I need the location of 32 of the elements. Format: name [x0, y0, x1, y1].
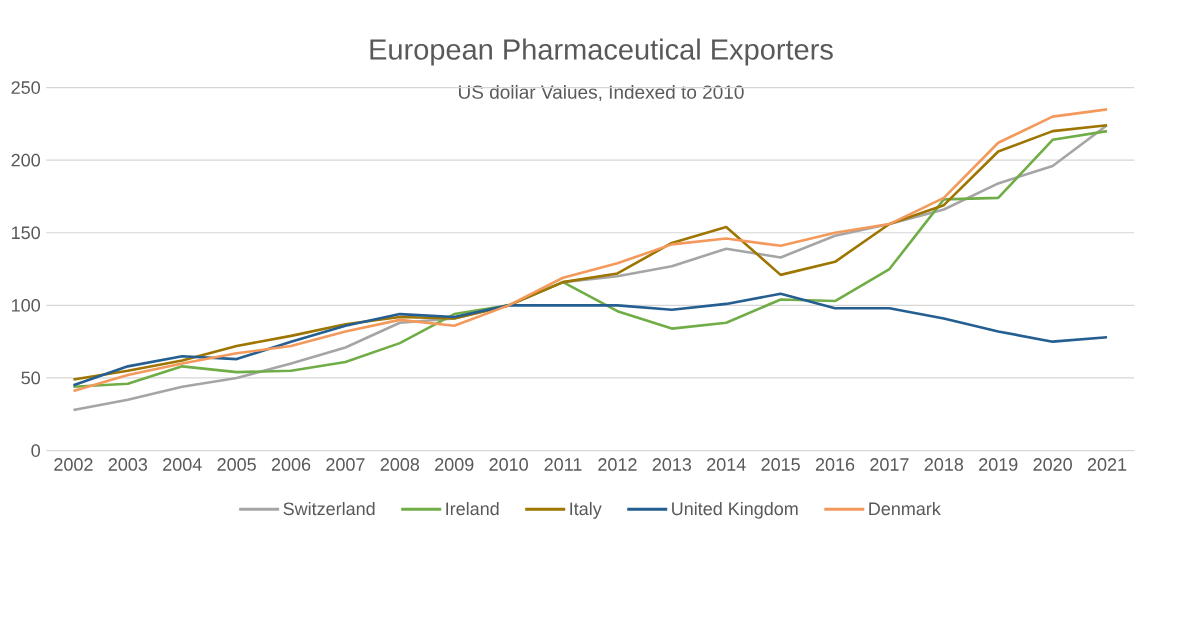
legend-label: Switzerland: [283, 501, 375, 516]
x-tick-label: 2008: [380, 458, 420, 471]
legend-label: United Kingdom: [672, 501, 798, 519]
x-tick-label: 2016: [815, 458, 855, 471]
x-tick-label: 2015: [761, 458, 800, 471]
x-tick-label: 2021: [1087, 458, 1127, 471]
x-tick-label: 2018: [924, 458, 964, 471]
x-tick-label: 2012: [598, 458, 637, 471]
x-tick-label: 2020: [1033, 458, 1072, 471]
x-tick-label: 2004: [163, 458, 202, 471]
chart-title: European Pharmaceutical Exporters: [370, 38, 833, 66]
y-tick-label: 150: [12, 226, 41, 240]
x-tick-label: 2006: [271, 458, 311, 471]
x-tick-label: 2014: [707, 458, 746, 471]
x-tick-label: 2019: [979, 458, 1018, 471]
x-tick-label: 2009: [435, 458, 474, 471]
y-tick-label: 250: [11, 81, 41, 94]
y-tick-label: 50: [21, 371, 41, 385]
y-tick-label: 200: [11, 153, 41, 167]
legend-label: Italy: [570, 501, 602, 519]
legend-label: Denmark: [869, 501, 941, 516]
y-tick-label: 100: [12, 298, 41, 312]
x-tick-label: 2010: [489, 458, 528, 471]
x-tick-label: 2017: [870, 458, 909, 471]
x-tick-label: 2013: [652, 458, 692, 471]
y-tick-label: 0: [31, 444, 41, 457]
x-tick-label: 2011: [544, 458, 582, 471]
x-tick-label: 2007: [326, 458, 365, 471]
legend-label: Ireland: [446, 501, 499, 516]
x-tick-label: 2003: [108, 458, 148, 471]
x-tick-label: 2002: [54, 458, 93, 471]
x-tick-label: 2005: [217, 458, 256, 471]
